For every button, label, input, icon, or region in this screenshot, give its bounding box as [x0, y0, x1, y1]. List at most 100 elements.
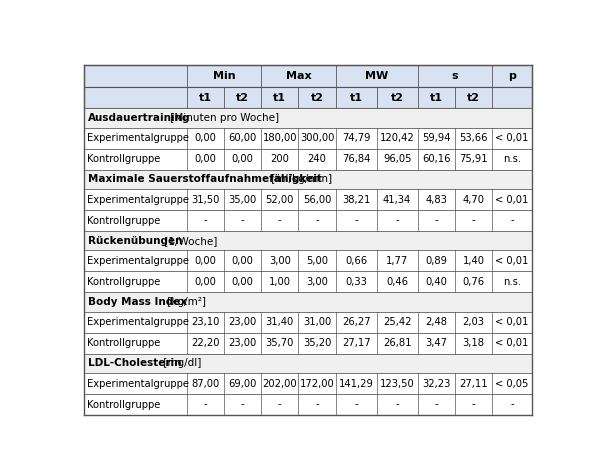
- Text: -: -: [472, 399, 475, 409]
- Text: 0,76: 0,76: [463, 277, 485, 287]
- Bar: [84, 332, 532, 354]
- Text: < 0,01: < 0,01: [496, 194, 529, 205]
- Text: t1: t1: [350, 93, 362, 103]
- Text: 0,33: 0,33: [345, 277, 367, 287]
- Bar: [84, 373, 532, 394]
- Text: t1: t1: [430, 93, 443, 103]
- Text: Maximale Sauerstoffaufnahmefähigkeit: Maximale Sauerstoffaufnahmefähigkeit: [88, 174, 322, 184]
- Text: 60,16: 60,16: [422, 154, 451, 164]
- Text: [ml/kg/min]: [ml/kg/min]: [268, 174, 332, 184]
- Text: 0,00: 0,00: [194, 256, 217, 266]
- Text: 74,79: 74,79: [342, 133, 370, 143]
- Text: Experimentalgruppe: Experimentalgruppe: [87, 133, 189, 143]
- Text: 35,70: 35,70: [266, 338, 294, 348]
- Text: 120,42: 120,42: [380, 133, 415, 143]
- Text: -: -: [315, 399, 319, 409]
- Bar: [84, 394, 532, 415]
- Text: Max: Max: [286, 71, 311, 81]
- Text: 22,20: 22,20: [191, 338, 220, 348]
- Text: 3,00: 3,00: [306, 277, 328, 287]
- Text: -: -: [315, 216, 319, 226]
- Text: 0,46: 0,46: [386, 277, 408, 287]
- Text: 123,50: 123,50: [380, 379, 415, 389]
- Text: t2: t2: [467, 93, 480, 103]
- Bar: [84, 108, 532, 128]
- Text: 35,20: 35,20: [303, 338, 331, 348]
- Text: 27,11: 27,11: [459, 379, 488, 389]
- Text: -: -: [511, 399, 514, 409]
- Text: Ausdauertraining: Ausdauertraining: [88, 113, 191, 123]
- Text: 141,29: 141,29: [338, 379, 374, 389]
- Text: -: -: [241, 216, 244, 226]
- Bar: [84, 65, 532, 87]
- Text: < 0,01: < 0,01: [496, 317, 529, 327]
- Text: < 0,01: < 0,01: [496, 338, 529, 348]
- Text: Experimentalgruppe: Experimentalgruppe: [87, 379, 189, 389]
- Text: 2,48: 2,48: [425, 317, 448, 327]
- Text: 23,10: 23,10: [191, 317, 220, 327]
- Text: -: -: [395, 399, 399, 409]
- Text: < 0,01: < 0,01: [496, 256, 529, 266]
- Text: Kontrollgruppe: Kontrollgruppe: [87, 399, 161, 409]
- Text: t1: t1: [199, 93, 212, 103]
- Text: 0,00: 0,00: [194, 154, 217, 164]
- Text: 5,00: 5,00: [306, 256, 328, 266]
- Text: Experimentalgruppe: Experimentalgruppe: [87, 317, 189, 327]
- Text: 300,00: 300,00: [300, 133, 334, 143]
- Text: [mg/dl]: [mg/dl]: [160, 358, 202, 369]
- Text: t2: t2: [391, 93, 404, 103]
- Text: Kontrollgruppe: Kontrollgruppe: [87, 216, 161, 226]
- Text: 23,00: 23,00: [229, 338, 257, 348]
- Text: 240: 240: [308, 154, 326, 164]
- Text: 200: 200: [271, 154, 289, 164]
- Bar: [84, 354, 532, 373]
- Text: -: -: [204, 399, 208, 409]
- Text: -: -: [204, 216, 208, 226]
- Text: 31,50: 31,50: [191, 194, 220, 205]
- Text: 172,00: 172,00: [299, 379, 334, 389]
- Text: 75,91: 75,91: [459, 154, 488, 164]
- Text: 4,83: 4,83: [425, 194, 447, 205]
- Text: 0,40: 0,40: [425, 277, 447, 287]
- Text: -: -: [278, 399, 281, 409]
- Text: Experimentalgruppe: Experimentalgruppe: [87, 256, 189, 266]
- Text: Kontrollgruppe: Kontrollgruppe: [87, 154, 161, 164]
- Text: Body Mass Index: Body Mass Index: [88, 297, 187, 307]
- Text: 87,00: 87,00: [191, 379, 220, 389]
- Text: -: -: [434, 216, 438, 226]
- Text: 76,84: 76,84: [342, 154, 370, 164]
- Text: 3,00: 3,00: [269, 256, 291, 266]
- Bar: [84, 170, 532, 189]
- Text: 3,18: 3,18: [463, 338, 484, 348]
- Text: 0,89: 0,89: [425, 256, 448, 266]
- Text: -: -: [278, 216, 281, 226]
- Text: 0,00: 0,00: [232, 154, 254, 164]
- Text: t2: t2: [236, 93, 249, 103]
- Text: 27,17: 27,17: [342, 338, 370, 348]
- Bar: [84, 292, 532, 312]
- Text: -: -: [511, 216, 514, 226]
- Text: 52,00: 52,00: [266, 194, 294, 205]
- Text: 96,05: 96,05: [383, 154, 412, 164]
- Text: MW: MW: [365, 71, 388, 81]
- Text: n.s.: n.s.: [503, 154, 521, 164]
- Text: t2: t2: [310, 93, 323, 103]
- Bar: [84, 149, 532, 170]
- Text: 25,42: 25,42: [383, 317, 412, 327]
- Text: Experimentalgruppe: Experimentalgruppe: [87, 194, 189, 205]
- Text: 1,77: 1,77: [386, 256, 409, 266]
- Text: 0,00: 0,00: [194, 277, 217, 287]
- Text: t1: t1: [274, 93, 286, 103]
- Text: [kg/m²]: [kg/m²]: [164, 297, 206, 307]
- Text: p: p: [508, 71, 516, 81]
- Text: 41,34: 41,34: [383, 194, 412, 205]
- Bar: [84, 312, 532, 332]
- Text: 0,00: 0,00: [194, 133, 217, 143]
- Text: 23,00: 23,00: [229, 317, 257, 327]
- Text: 1,40: 1,40: [463, 256, 484, 266]
- Text: Kontrollgruppe: Kontrollgruppe: [87, 338, 161, 348]
- Text: 35,00: 35,00: [229, 194, 257, 205]
- Bar: [84, 87, 532, 108]
- Text: 32,23: 32,23: [422, 379, 451, 389]
- Text: s: s: [452, 71, 458, 81]
